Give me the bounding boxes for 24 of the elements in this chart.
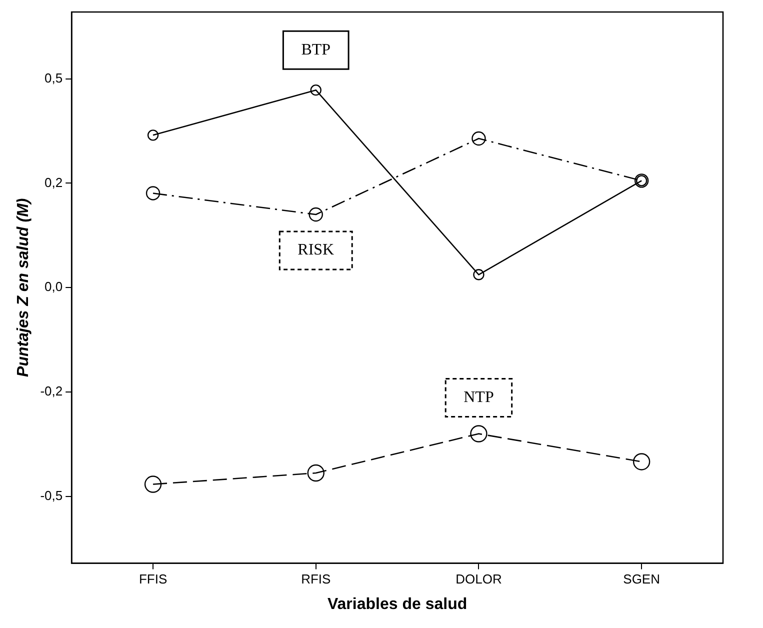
- y-tick-label: 0,0: [44, 279, 63, 294]
- series-label: NTP: [464, 388, 494, 406]
- y-axis-title: Puntajes Z en salud (M): [15, 198, 32, 377]
- y-tick-label: 0,5: [44, 70, 63, 86]
- x-tick-label: FFIS: [138, 572, 168, 587]
- point: [473, 269, 484, 280]
- point: [146, 186, 160, 200]
- series-label: RISK: [298, 242, 335, 259]
- point: [470, 425, 488, 442]
- point: [310, 84, 322, 96]
- x-tick-label: SGEN: [623, 572, 660, 587]
- point: [632, 453, 650, 470]
- x-tick-label: RFIS: [301, 572, 332, 587]
- point: [147, 130, 159, 141]
- point: [308, 207, 323, 222]
- point: [307, 464, 324, 482]
- point: [472, 131, 486, 146]
- y-tick-label: -0,2: [40, 384, 63, 399]
- series-label: BTP: [301, 41, 331, 58]
- point: [144, 476, 162, 493]
- y-tick-label: -0,5: [40, 488, 63, 503]
- x-axis-title: Variables de salud: [327, 596, 468, 613]
- y-tick-label: 0,2: [44, 174, 63, 190]
- x-tick-label: DOLOR: [456, 572, 502, 587]
